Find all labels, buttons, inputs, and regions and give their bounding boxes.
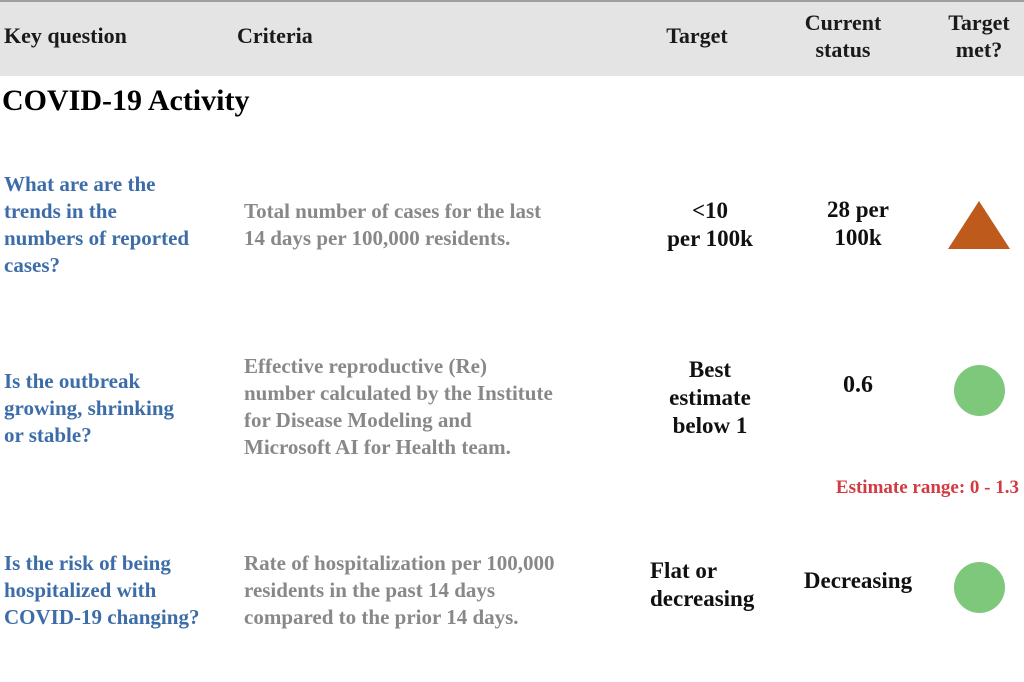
column-header-target-met: Target met? [948,10,1010,62]
row-outbreak-criteria: Effective reproductive (Re) number calcu… [244,354,553,459]
target-not-met-triangle-icon [948,201,1010,249]
row-cases-target: <10 per 100k [667,198,753,251]
column-header-current-status: Current status [804,10,882,62]
target-met-circle-icon [953,365,1005,416]
section-title: COVID-19 Activity [2,84,250,117]
estimate-range-note: Estimate range: 0 - 1.3 [835,477,1019,498]
column-header-key-question: Key question [4,23,127,48]
column-header-target: Target [666,23,728,48]
row-cases-current-status: 28 per 100k [827,197,889,250]
row-cases-criteria: Total number of cases for the last 14 da… [244,199,542,250]
row-hospitalization-question: Is the risk of being hospitalized with C… [4,551,200,629]
target-met-circle-icon [953,562,1005,613]
row-cases-target-met-cell [929,201,1024,249]
table-header-row: Key question Criteria Target Current sta… [0,0,1024,76]
row-cases-question: What are are the trends in the numbers o… [4,172,190,277]
column-header-criteria: Criteria [237,23,313,48]
row-hospitalization-current-status: Decreasing [803,568,913,593]
row-outbreak-current-status: 0.6 [843,372,873,398]
row-hospitalization-target: Flat or decreasing [650,558,755,611]
row-hospitalization-target-met-cell [929,562,1024,613]
row-outbreak-question: Is the outbreak growing, shrinking or st… [4,369,174,447]
row-hospitalization-criteria: Rate of hospitalization per 100,000 resi… [244,551,555,629]
row-outbreak-target: Best estimate below 1 [669,357,751,438]
row-outbreak-target-met-cell [929,365,1024,416]
